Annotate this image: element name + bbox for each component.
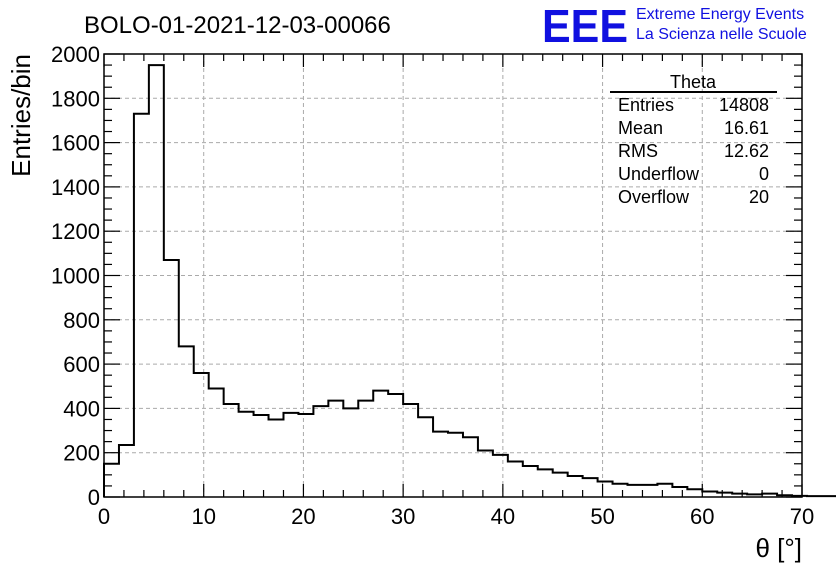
y-tick-label: 600 [63,352,100,377]
histogram-bin [568,476,583,497]
stats-row-label: Overflow [618,187,690,207]
x-tick-label: 60 [690,504,714,529]
y-tick-label: 1200 [51,219,100,244]
histogram-bin [298,414,313,497]
histogram-bin [583,478,598,497]
histogram-bin [104,464,119,497]
x-tick-labels: 0 10 20 30 40 50 60 70 [98,504,814,529]
histogram-bin [328,401,343,497]
y-tick-labels: 0 200 400 600 800 1000 1200 1400 1600 1800 2000 [51,42,100,510]
stats-title: Theta [670,72,717,92]
stats-row-value: 0 [759,164,769,184]
y-axis-label: Entries/bin [6,54,36,177]
histogram-bin [523,466,538,497]
x-tick-label: 20 [291,504,315,529]
histogram-bin [478,450,493,497]
axis-ticks [103,53,803,498]
y-tick-label: 0 [88,485,100,510]
y-tick-label: 2000 [51,42,100,67]
chart-title: BOLO-01-2021-12-03-00066 [84,12,391,39]
y-tick-label: 1000 [51,264,100,289]
histogram-bin [209,388,224,497]
y-tick-label: 1600 [51,131,100,156]
stats-box: Theta Entries 14808 Mean 16.61 RMS 12.62 Under… [610,72,777,207]
histogram-bin [179,346,194,497]
histogram-bin [672,487,687,497]
stats-row-label: Entries [618,95,674,115]
stats-row-value: 14808 [719,95,769,115]
plot-frame [103,53,803,498]
x-tick-label: 0 [98,504,110,529]
stats-row-value: 20 [749,187,769,207]
stats-row-value: 16.61 [724,118,769,138]
histogram-bin [239,412,254,497]
histogram-bin [493,455,508,497]
logo-mark: EEE [542,0,628,52]
histogram-bin [224,404,239,497]
histogram-bin [613,484,628,497]
logo-line2: La Scienza nelle Scuole [636,26,807,43]
histogram-bin [269,419,284,497]
x-tick-label: 40 [491,504,515,529]
histogram-bin [194,373,209,497]
histogram-bin [283,413,298,497]
y-tick-label: 200 [63,441,100,466]
x-tick-label: 10 [191,504,215,529]
eee-logo: EEE Extreme Energy Events La Scienza nel… [542,0,807,52]
y-tick-label: 1800 [51,86,100,111]
histogram-bin [538,469,553,497]
histogram-bin [403,404,418,497]
y-tick-label: 1400 [51,175,100,200]
histogram-bin [358,401,373,497]
histogram-bin [642,485,657,497]
histogram-bin [687,489,702,497]
histogram-bin [373,391,388,497]
histogram-bin [149,65,164,497]
histogram-bin [628,485,643,497]
histogram-bin [134,114,149,497]
histogram-outline [103,64,836,498]
stats-row-label: Mean [618,118,663,138]
stats-rows: Entries 14808 Mean 16.61 RMS 12.62 Underflow 0 O… [618,95,769,207]
stats-row-label: RMS [618,141,658,161]
histogram-bin [657,484,672,497]
x-axis-label: θ [°] [755,533,802,563]
x-tick-label: 50 [590,504,614,529]
histogram-bin [313,406,328,497]
y-tick-label: 400 [63,396,100,421]
logo-line1: Extreme Energy Events [636,6,804,23]
y-tick-label: 800 [63,308,100,333]
histogram-bin [463,437,478,497]
histogram-bin [448,433,463,497]
histogram-bin [433,432,448,497]
histogram-bin [553,473,568,497]
histogram-bin [254,415,269,497]
histogram-bin [418,417,433,497]
histogram-bin [508,462,523,497]
histogram-bin [598,481,613,497]
grid [104,54,802,497]
x-tick-label: 70 [790,504,814,529]
x-tick-label: 30 [391,504,415,529]
stats-row-value: 12.62 [724,141,769,161]
histogram-bin [388,394,403,497]
histogram-bin [164,260,179,497]
stats-row-label: Underflow [618,164,700,184]
